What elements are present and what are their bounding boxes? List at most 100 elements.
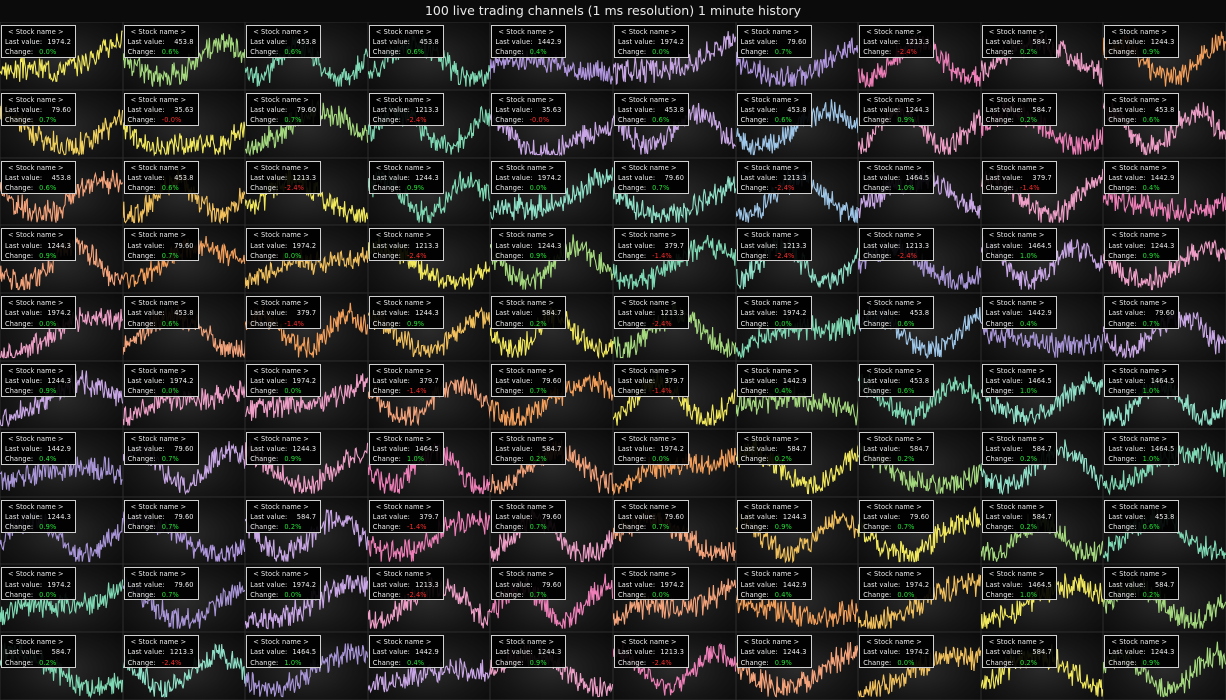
last-value: 1244.3 [1150,241,1175,250]
stock-name-label: < Stock name > [498,434,555,443]
stock-name-label: < Stock name > [8,163,64,172]
channel-cell: < Stock name > Last value: 379.7 Change: -1.… [367,496,491,565]
channel-info-box: < Stock name > Last value: 1213.3 Change: -2… [368,92,444,126]
channel-cell: < Stock name > Last value: 1974.2 Change: 0.… [245,361,368,429]
channel-info-box: < Stock name > Last value: 79.60 Change: 0.7… [491,364,567,397]
channel-info-box: < Stock name > Last value: 584.7 Change: 0.2… [981,431,1057,465]
price-line [245,575,368,630]
change-label: Change: [127,184,156,192]
last-value-label: Last value: [740,648,778,657]
change-value: -2.4% [897,251,917,260]
price-line [735,592,859,629]
stock-name-label: < Stock name > [1111,231,1168,240]
last-value: 1464.5 [292,648,317,657]
change-label: Change: [863,590,892,599]
price-line [122,643,246,699]
price-line [0,456,123,491]
last-value: 453.8 [174,38,194,47]
channel-cell: < Stock name > Last value: 453.8 Change: 0.6… [1103,89,1226,158]
last-value: 79.60 [909,512,930,521]
price-line [1103,239,1226,291]
stock-name-label: < Stock name > [375,28,432,36]
last-value: 1974.2 [47,309,71,318]
channel-cell: < Stock name > Last value: 1244.3 Change: 0.… [0,361,123,429]
last-value-label: Last value: [985,241,1023,250]
channel-cell: < Stock name > Last value: 1244.3 Change: 0.… [735,632,859,700]
change-label: Change: [250,116,279,125]
change-label: Change: [863,658,892,667]
change-label: Change: [618,455,647,464]
last-value-label: Last value: [985,106,1023,114]
change-label: Change: [985,184,1014,192]
channel-info-box: < Stock name > Last value: 584.7 Change: 0.2… [981,25,1057,58]
channel-cell: < Stock name > Last value: 79.60 Change: 0.7… [0,89,123,158]
last-value-label: Last value: [495,377,533,386]
stock-name-label: < Stock name > [498,638,555,647]
channel-info-box: < Stock name > Last value: 1244.3 Change: 0.… [1104,635,1180,669]
change-label: Change: [740,658,769,667]
last-value: 1213.3 [782,241,807,250]
channel-info-box: < Stock name > Last value: 1213.3 Change: -2… [859,228,935,262]
channel-info-box: < Stock name > Last value: 1974.2 Change: 0.… [1,567,76,601]
last-value-label: Last value: [740,106,778,114]
last-value: 584.7 [296,512,317,521]
channel-cell: < Stock name > Last value: 1213.3 Change: -2… [367,89,491,158]
last-value-label: Last value: [618,648,656,657]
change-label: Change: [127,523,156,531]
stock-name-label: < Stock name > [621,299,677,308]
stock-name-label: < Stock name > [253,299,309,308]
price-line [490,113,613,157]
channel-cell: < Stock name > Last value: 1464.5 Change: 1.… [245,632,368,700]
last-value: 1974.2 [782,309,807,318]
change-label: Change: [495,184,524,192]
channel-cell: < Stock name > Last value: 79.60 Change: 0.7… [490,564,613,633]
last-value-label: Last value: [495,173,533,182]
stock-name-label: < Stock name > [1111,163,1168,172]
channel-info-box: < Stock name > Last value: 35.63 Change: -0.… [123,92,199,126]
price-line [245,643,368,698]
last-value: 379.7 [419,377,439,386]
last-value: 1244.3 [537,241,562,250]
channel-cell: < Stock name > Last value: 584.7 Change: 0.2… [490,293,613,361]
last-value-label: Last value: [250,377,288,386]
change-value: 1.0% [1019,387,1038,396]
change-value: 0.7% [161,590,179,599]
last-value-label: Last value: [372,309,410,318]
channel-cell: < Stock name > Last value: 1442.9 Change: 0.… [735,361,859,429]
stock-name-label: < Stock name > [253,502,309,511]
channel-trace [613,447,736,496]
change-label: Change: [5,184,34,192]
last-value: 79.60 [542,377,562,386]
price-line [367,375,491,427]
channel-info-box: < Stock name > Last value: 379.7 Change: -1.… [614,364,689,397]
change-value: -2.4% [774,251,795,260]
change-label: Change: [863,455,892,464]
last-value: 584.7 [51,648,71,657]
change-label: Change: [618,658,647,667]
change-label: Change: [5,387,34,396]
last-value: 379.7 [1032,173,1052,182]
change-label: Change: [495,455,524,464]
change-value: 0.2% [1019,658,1038,667]
channel-info-box: < Stock name > Last value: 1442.9 Change: 0.… [736,364,812,397]
channel-info-box: < Stock name > Last value: 79.60 Change: 0.7… [123,431,199,465]
change-label: Change: [985,387,1014,396]
last-value: 1464.5 [1028,580,1052,589]
change-label: Change: [495,116,524,125]
last-value-label: Last value: [740,377,778,386]
channel-cell: < Stock name > Last value: 1464.5 Change: 1.… [1103,361,1226,429]
change-value: 1.0% [284,658,302,667]
last-value-label: Last value: [372,173,410,182]
last-value-label: Last value: [985,445,1023,453]
last-value: 453.8 [1155,512,1175,521]
change-label: Change: [618,387,647,396]
stock-name-label: < Stock name > [375,638,432,647]
stock-name-label: < Stock name > [375,434,432,443]
last-value: 1442.9 [1028,309,1052,318]
change-value: 0.0% [39,319,57,328]
change-value: 0.2% [39,658,57,667]
channel-cell: < Stock name > Last value: 1464.5 Change: 1.… [980,225,1104,294]
channel-trace [0,307,123,359]
channel-cell: < Stock name > Last value: 1464.5 Change: 1.… [858,157,981,226]
channel-trace [858,505,981,562]
